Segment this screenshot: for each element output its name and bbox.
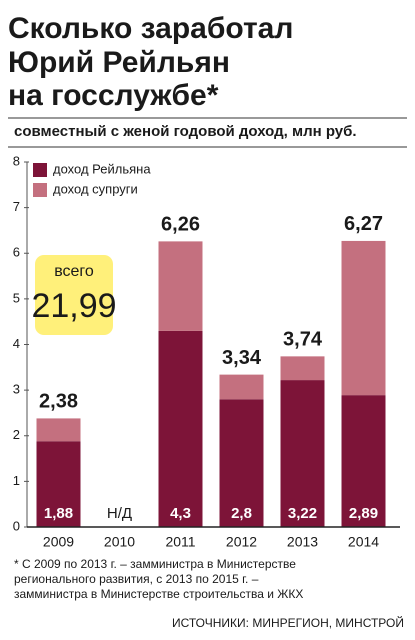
x-tick-label: 2013 [287, 534, 318, 550]
bar-segment [158, 330, 203, 527]
bar-segment [36, 441, 81, 527]
bar-value-label: 4,3 [170, 505, 191, 522]
chart-subtitle: совместный с женой годовой доход, млн ру… [14, 123, 357, 140]
bar-value-label: 1,88 [44, 505, 73, 522]
legend-label: доход супруги [53, 181, 138, 196]
total-label: 6,27 [344, 213, 383, 235]
legend-swatch [33, 163, 47, 177]
x-tick-label: 2009 [43, 534, 74, 550]
chart-title: Юрий Рейльян [8, 46, 230, 79]
y-tick-label: 1 [13, 473, 20, 488]
total-box-label: всего [54, 263, 94, 280]
x-tick-label: 2014 [348, 534, 379, 550]
bar-segment [280, 356, 325, 381]
total-label: 3,34 [222, 347, 262, 369]
bar-segment [219, 399, 264, 527]
bar-segment [36, 418, 81, 442]
y-tick-label: 4 [13, 336, 20, 351]
footnote: замминистра в Министерстве строительства… [14, 587, 303, 601]
y-tick-label: 7 [13, 199, 20, 214]
source: ИСТОЧНИКИ: МИНРЕГИОН, МИНСТРОЙ [172, 615, 404, 630]
chart-title: Сколько заработал [8, 12, 293, 45]
bar-segment [341, 240, 386, 396]
x-tick-label: 2010 [104, 534, 135, 550]
total-label: 2,38 [39, 391, 78, 413]
y-tick-label: 2 [13, 427, 20, 442]
footnote: * С 2009 по 2013 г. – замминистра в Мини… [14, 557, 296, 571]
total-box-value: 21,99 [31, 287, 116, 325]
total-label: 3,74 [283, 329, 323, 351]
chart-title: на госслужбе* [8, 79, 219, 112]
total-box [35, 255, 113, 335]
x-tick-label: 2012 [226, 534, 257, 550]
bar-segment [158, 241, 203, 331]
y-tick-label: 3 [13, 382, 20, 397]
bar-segment [219, 374, 264, 400]
total-label: 6,26 [161, 214, 200, 236]
bar-value-label: 2,89 [349, 505, 378, 522]
y-tick-label: 8 [13, 153, 20, 168]
legend-swatch [33, 183, 47, 197]
x-tick-label: 2011 [165, 534, 195, 550]
y-tick-label: 6 [13, 245, 20, 260]
bar-segment [341, 395, 386, 527]
y-tick-label: 0 [13, 518, 20, 533]
footnote: регионального развития, с 2013 по 2015 г… [14, 572, 259, 586]
bar-value-label: 3,22 [288, 505, 317, 522]
y-tick-label: 5 [13, 290, 20, 305]
bar-segment [280, 380, 325, 527]
legend-label: доход Рейльяна [53, 161, 151, 176]
missing-label: Н/Д [107, 505, 132, 522]
bar-value-label: 2,8 [231, 505, 252, 522]
